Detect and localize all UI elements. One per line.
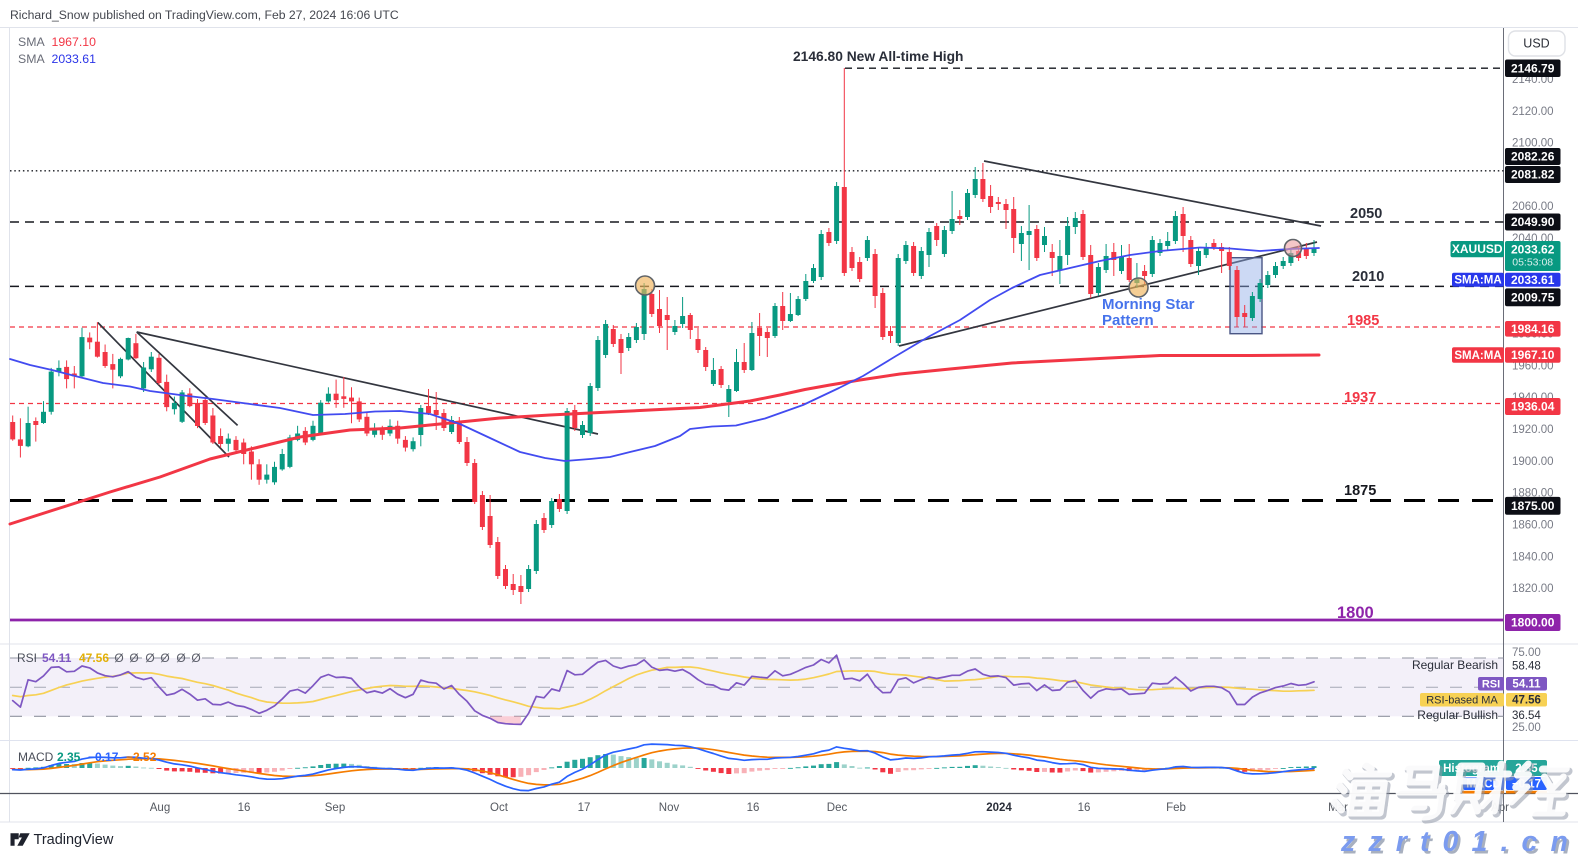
- svg-text:1840.00: 1840.00: [1512, 551, 1554, 563]
- svg-text:58.48: 58.48: [1512, 661, 1541, 673]
- svg-text:1800.00: 1800.00: [1511, 616, 1555, 630]
- svg-text:Regular Bullish: Regular Bullish: [1417, 708, 1498, 722]
- svg-text:z z r t 0 1 . c n: z z r t 0 1 . c n: [1340, 826, 1571, 857]
- svg-text:XAUUSD: XAUUSD: [1452, 242, 1503, 256]
- svg-text:16: 16: [747, 802, 760, 814]
- svg-text:2.35: 2.35: [57, 750, 81, 764]
- svg-text:2033.61: 2033.61: [1511, 273, 1555, 287]
- svg-text:2009.75: 2009.75: [1511, 291, 1555, 305]
- svg-text:Regular Bearish: Regular Bearish: [1412, 658, 1498, 672]
- svg-text:z z r t 0 1 . c n: z z r t 0 1 . c n: [1343, 829, 1574, 857]
- svg-text:2010: 2010: [1352, 269, 1384, 285]
- svg-text:2100.00: 2100.00: [1512, 138, 1554, 150]
- svg-text:1985: 1985: [1347, 313, 1379, 329]
- svg-text:1820.00: 1820.00: [1512, 583, 1554, 595]
- svg-text:1800: 1800: [1337, 604, 1374, 622]
- svg-text:2120.00: 2120.00: [1512, 106, 1554, 118]
- svg-text:1875.00: 1875.00: [1511, 499, 1555, 513]
- svg-text:Ø: Ø: [145, 651, 154, 665]
- svg-text:Feb: Feb: [1166, 802, 1186, 814]
- svg-text:16: 16: [1078, 802, 1091, 814]
- svg-text:Aug: Aug: [150, 802, 170, 814]
- svg-text:2081.82: 2081.82: [1511, 168, 1555, 182]
- svg-text:Ø: Ø: [176, 651, 185, 665]
- svg-text:−0.17: −0.17: [88, 750, 119, 764]
- svg-text:2082.26: 2082.26: [1511, 150, 1555, 164]
- svg-text:25.00: 25.00: [1512, 722, 1541, 734]
- svg-text:54.11: 54.11: [1512, 679, 1541, 691]
- svg-text:16: 16: [238, 802, 251, 814]
- svg-text:Pattern: Pattern: [1102, 312, 1154, 329]
- svg-text:RSI-based MA: RSI-based MA: [1426, 695, 1498, 707]
- svg-text:RSI: RSI: [1482, 679, 1500, 691]
- svg-text:54.11: 54.11: [42, 651, 72, 665]
- svg-text:Ø: Ø: [160, 651, 169, 665]
- svg-text:RSI: RSI: [17, 651, 37, 665]
- svg-text:Oct: Oct: [490, 802, 509, 814]
- svg-text:47.56: 47.56: [1512, 695, 1541, 707]
- svg-text:1860.00: 1860.00: [1512, 520, 1554, 532]
- svg-text:2060.00: 2060.00: [1512, 201, 1554, 213]
- svg-text:Dec: Dec: [827, 802, 848, 814]
- svg-text:2146.79: 2146.79: [1511, 62, 1555, 76]
- svg-text:2024: 2024: [986, 802, 1012, 814]
- svg-text:USD: USD: [1523, 37, 1549, 51]
- svg-text:TradingView: TradingView: [34, 832, 114, 848]
- svg-text:1937: 1937: [1344, 390, 1376, 406]
- svg-text:1880.00: 1880.00: [1512, 488, 1554, 500]
- svg-text:2033.62: 2033.62: [1511, 243, 1555, 257]
- svg-text:1967.10: 1967.10: [1511, 348, 1555, 362]
- svg-text:17: 17: [578, 802, 591, 814]
- svg-text:Ø: Ø: [129, 651, 138, 665]
- svg-text:05:53:08: 05:53:08: [1512, 257, 1553, 269]
- svg-text:1920.00: 1920.00: [1512, 424, 1554, 436]
- svg-text:1984.16: 1984.16: [1511, 322, 1555, 336]
- svg-text:75.00: 75.00: [1512, 647, 1541, 659]
- svg-text:Sep: Sep: [325, 802, 345, 814]
- svg-text:36.54: 36.54: [1512, 710, 1541, 722]
- svg-text:1960.00: 1960.00: [1512, 360, 1554, 372]
- svg-text:SMA:MA: SMA:MA: [1454, 275, 1501, 287]
- svg-text:47.56: 47.56: [79, 651, 109, 665]
- svg-text:−2.52: −2.52: [126, 750, 157, 764]
- svg-text:Nov: Nov: [659, 802, 680, 814]
- svg-text:MACD: MACD: [18, 750, 54, 764]
- svg-text:SMA:MA: SMA:MA: [1454, 350, 1501, 362]
- svg-text:Morning Star: Morning Star: [1102, 296, 1195, 313]
- svg-text:2049.90: 2049.90: [1511, 215, 1555, 229]
- svg-text:Ø: Ø: [114, 651, 123, 665]
- svg-text:2146.80 New All-time High: 2146.80 New All-time High: [793, 49, 963, 64]
- svg-text:1936.04: 1936.04: [1511, 400, 1555, 414]
- svg-text:1875: 1875: [1344, 483, 1376, 499]
- svg-text:Ø: Ø: [191, 651, 200, 665]
- svg-text:1900.00: 1900.00: [1512, 456, 1554, 468]
- svg-text:2050: 2050: [1350, 206, 1382, 222]
